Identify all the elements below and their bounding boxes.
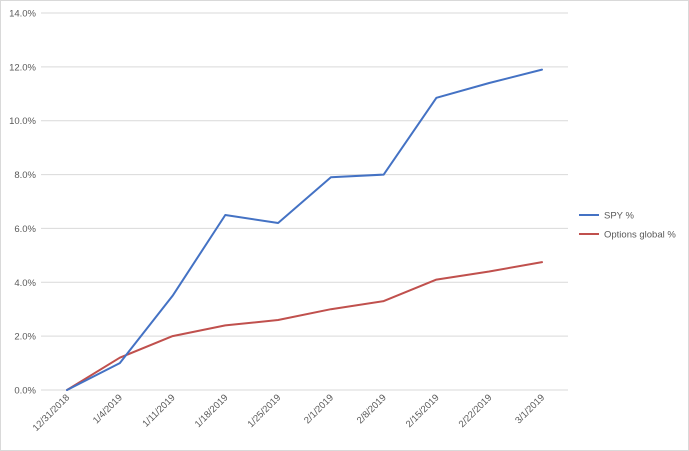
x-tick-label: 1/4/2019 (91, 392, 125, 426)
y-tick-label: 0.0% (14, 386, 36, 397)
series-lines (66, 68, 543, 391)
y-tick-label: 10.0% (9, 116, 36, 127)
x-tick-label: 1/11/2019 (141, 392, 178, 429)
gridlines (41, 12, 568, 337)
series-line (66, 68, 543, 391)
y-tick-label: 6.0% (14, 224, 36, 235)
y-tick-label: 4.0% (14, 278, 36, 289)
x-tick-label: 2/15/2019 (404, 392, 442, 430)
y-tick-label: 12.0% (9, 62, 36, 73)
x-tick-label: 2/1/2019 (302, 392, 336, 426)
y-tick-label: 8.0% (14, 170, 36, 181)
axes: 0.0% 2.0% 4.0% 6.0% 8.0% 10.0% 12.0% 14.0% 12/31… (9, 9, 568, 434)
x-tick-label: 3/1/2019 (513, 392, 547, 426)
x-tick-label: 1/25/2019 (246, 392, 284, 430)
y-tick-label: 14.0% (9, 9, 36, 20)
legend: SPY % Options global % (579, 211, 676, 241)
series-line (66, 261, 543, 391)
legend-label: Options global % (604, 230, 676, 241)
y-tick-label: 2.0% (14, 332, 36, 343)
x-tick-label: 1/18/2019 (193, 392, 231, 430)
legend-label: SPY % (604, 211, 634, 222)
x-tick-label: 12/31/2018 (31, 392, 72, 433)
x-tick-label: 2/22/2019 (457, 392, 495, 430)
x-tick-label: 2/8/2019 (355, 392, 389, 426)
